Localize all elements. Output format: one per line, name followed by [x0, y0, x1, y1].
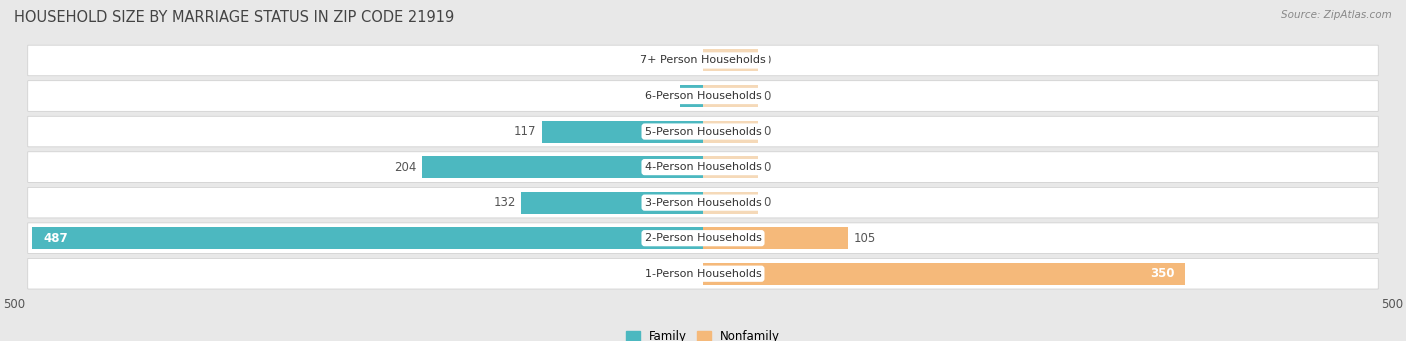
Text: 6-Person Households: 6-Person Households	[644, 91, 762, 101]
Text: 2-Person Households: 2-Person Households	[644, 233, 762, 243]
Bar	[703, 263, 1185, 285]
Text: 0: 0	[763, 161, 770, 174]
Text: 0: 0	[690, 267, 697, 280]
Text: 0: 0	[690, 54, 697, 67]
Text: HOUSEHOLD SIZE BY MARRIAGE STATUS IN ZIP CODE 21919: HOUSEHOLD SIZE BY MARRIAGE STATUS IN ZIP…	[14, 10, 454, 25]
Bar	[703, 227, 848, 249]
Text: 132: 132	[494, 196, 516, 209]
FancyBboxPatch shape	[28, 187, 1378, 218]
Legend: Family, Nonfamily: Family, Nonfamily	[626, 330, 780, 341]
FancyBboxPatch shape	[28, 258, 1378, 289]
Text: 17: 17	[659, 89, 673, 103]
Text: 350: 350	[1150, 267, 1174, 280]
Text: 0: 0	[763, 125, 770, 138]
FancyBboxPatch shape	[28, 81, 1378, 111]
FancyBboxPatch shape	[28, 223, 1378, 253]
Bar	[541, 120, 703, 143]
FancyBboxPatch shape	[28, 45, 1378, 76]
Text: 4-Person Households: 4-Person Households	[644, 162, 762, 172]
Text: 3-Person Households: 3-Person Households	[644, 198, 762, 208]
Text: 1-Person Households: 1-Person Households	[644, 269, 762, 279]
Text: 7+ Person Households: 7+ Person Households	[640, 56, 766, 65]
Bar	[703, 120, 758, 143]
Text: 204: 204	[394, 161, 416, 174]
Bar	[679, 85, 703, 107]
Text: 0: 0	[763, 89, 770, 103]
Text: 0: 0	[763, 54, 770, 67]
Text: 0: 0	[763, 196, 770, 209]
FancyBboxPatch shape	[28, 116, 1378, 147]
Bar	[703, 85, 758, 107]
Text: 487: 487	[44, 232, 67, 245]
FancyBboxPatch shape	[28, 152, 1378, 182]
Text: 5-Person Households: 5-Person Households	[644, 127, 762, 136]
Bar	[703, 156, 758, 178]
Text: 105: 105	[853, 232, 876, 245]
Bar	[703, 49, 758, 72]
Bar	[422, 156, 703, 178]
Bar	[522, 192, 703, 214]
Text: 117: 117	[513, 125, 536, 138]
Bar	[32, 227, 703, 249]
Text: Source: ZipAtlas.com: Source: ZipAtlas.com	[1281, 10, 1392, 20]
Bar	[703, 192, 758, 214]
